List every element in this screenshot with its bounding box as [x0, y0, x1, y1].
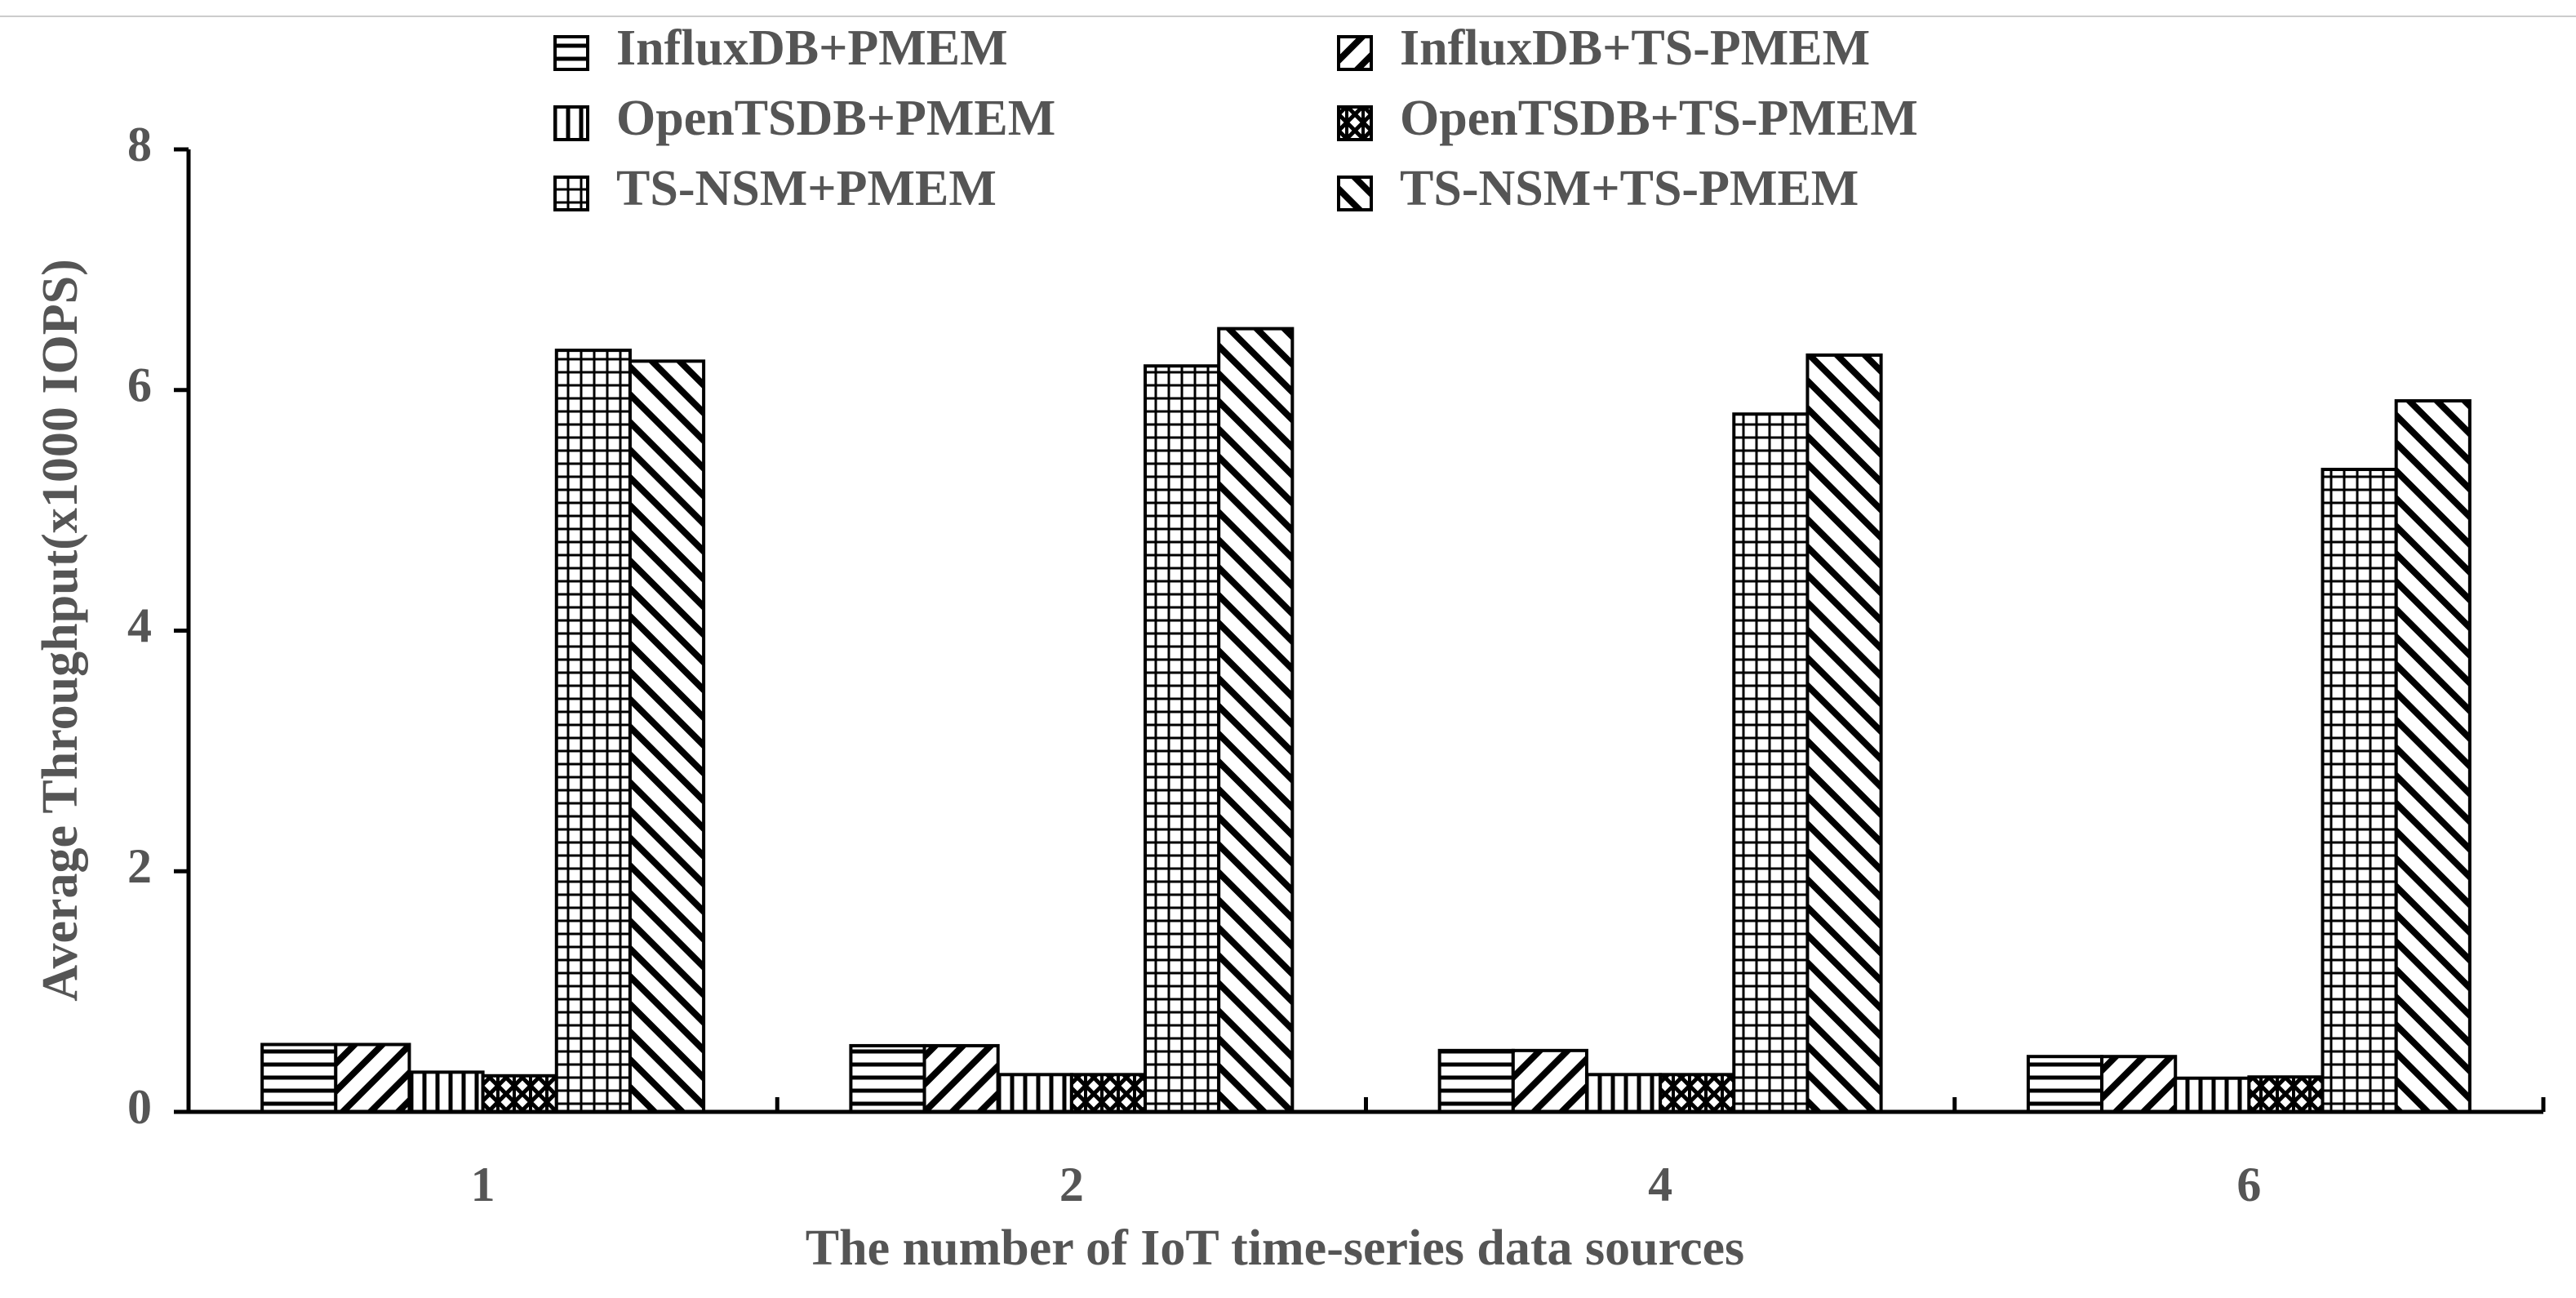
bar — [1511, 1048, 1588, 1114]
bar — [922, 1043, 1000, 1114]
legend-text: InfluxDB+TS-PMEM — [1400, 20, 1870, 76]
bar — [1659, 1073, 1736, 1114]
bar — [2321, 468, 2398, 1114]
legend-swatch — [1337, 176, 1373, 211]
bar — [1069, 1073, 1148, 1114]
bar — [2394, 399, 2472, 1114]
bar — [481, 1074, 558, 1114]
x-tick-label: 2 — [1059, 1158, 1084, 1211]
y-tick-label: 8 — [127, 118, 152, 171]
legend-text: TS-NSM+PMEM — [616, 161, 997, 216]
bar — [1144, 364, 1221, 1114]
legend-text: OpenTSDB+PMEM — [616, 91, 1055, 146]
x-tick-label: 1 — [471, 1158, 495, 1211]
bar — [2026, 1055, 2104, 1114]
bar — [2174, 1076, 2251, 1114]
legend-swatch — [553, 105, 589, 141]
x-axis-title: The number of IoT time-series data sourc… — [806, 1220, 1744, 1276]
legend-text: OpenTSDB+TS-PMEM — [1400, 91, 1918, 146]
legend-swatch — [553, 35, 589, 71]
x-tick-label: 6 — [2236, 1158, 2261, 1211]
bar — [2247, 1075, 2325, 1114]
y-tick-label: 4 — [127, 598, 152, 652]
y-axis-title: Average Throughput(x1000 IOPS) — [33, 259, 88, 1001]
bar — [849, 1043, 926, 1114]
bar — [1584, 1073, 1663, 1114]
legend-swatch — [1337, 105, 1373, 141]
bar — [1217, 327, 1295, 1114]
legend-swatch — [553, 176, 589, 211]
bar — [260, 1042, 338, 1114]
bar — [628, 359, 706, 1114]
bar — [996, 1073, 1073, 1114]
y-tick-label: 6 — [127, 358, 152, 412]
bar — [334, 1042, 411, 1114]
bar — [1732, 412, 1810, 1114]
y-tick-label: 0 — [127, 1080, 152, 1134]
bar — [407, 1070, 485, 1114]
x-tick-label: 4 — [1648, 1158, 1672, 1211]
bar — [554, 349, 632, 1114]
bar — [2100, 1055, 2178, 1114]
legend-text: InfluxDB+PMEM — [616, 20, 1008, 76]
legend-text: TS-NSM+TS-PMEM — [1400, 161, 1859, 216]
bar — [1805, 353, 1883, 1114]
y-tick-label: 2 — [127, 839, 152, 893]
bar — [1437, 1048, 1515, 1114]
legend-swatch — [1337, 35, 1373, 71]
